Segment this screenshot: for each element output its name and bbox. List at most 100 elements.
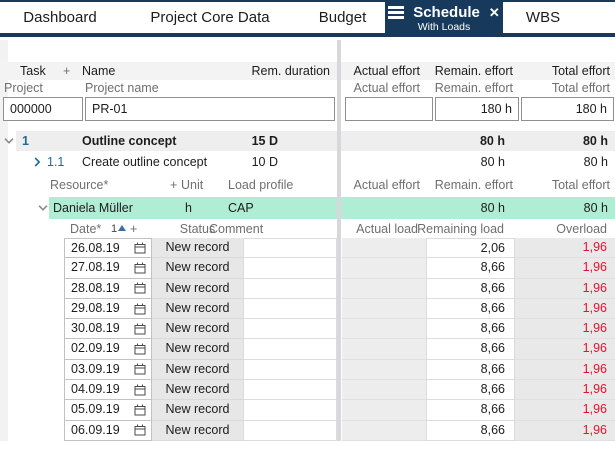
resource-unit: h: [185, 201, 192, 215]
comment-cell[interactable]: [243, 420, 337, 441]
task-name[interactable]: Create outline concept: [82, 154, 208, 169]
date-cell[interactable]: 26.08.19: [64, 238, 152, 259]
comment-cell[interactable]: [243, 400, 337, 421]
calendar-icon[interactable]: [134, 363, 146, 375]
comment-cell[interactable]: [243, 380, 337, 401]
col-project-name: Project name: [85, 81, 159, 95]
status-cell[interactable]: New record: [152, 359, 243, 381]
project-id-field[interactable]: 000000: [3, 97, 83, 121]
tab-project-core-data[interactable]: Project Core Data: [120, 2, 300, 33]
remaining-load-cell[interactable]: 8,66: [426, 339, 515, 360]
sort-order-number[interactable]: 1: [111, 222, 118, 235]
status-cell[interactable]: New record: [152, 258, 243, 279]
remaining-load-cell[interactable]: 8,66: [426, 420, 515, 441]
status-cell[interactable]: New record: [152, 278, 243, 299]
status-cell[interactable]: New record: [152, 420, 243, 441]
date-cell[interactable]: 02.09.19: [64, 339, 152, 360]
calendar-icon[interactable]: [134, 343, 146, 355]
chevron-down-icon[interactable]: [4, 138, 14, 145]
project-total-effort-field[interactable]: 180 h: [521, 97, 614, 121]
remaining-load-cell[interactable]: 8,66: [426, 258, 515, 279]
add-load-column-icon[interactable]: +: [130, 221, 138, 236]
date-cell[interactable]: 03.09.19: [64, 359, 152, 381]
calendar-icon[interactable]: [134, 262, 146, 274]
comment-cell[interactable]: [243, 278, 337, 299]
resource-name[interactable]: Daniela Müller: [53, 201, 133, 215]
task-row-1[interactable]: 1 Outline concept 15 D 80 h 80 h: [0, 131, 615, 151]
status-cell[interactable]: New record: [152, 238, 243, 259]
pane-divider[interactable]: [337, 40, 341, 441]
project-actual-effort-field[interactable]: [345, 97, 433, 121]
status-cell[interactable]: New record: [152, 380, 243, 401]
actual-load-cell: [342, 298, 426, 320]
date-cell[interactable]: 27.08.19: [64, 258, 152, 279]
actual-load-cell: [342, 359, 426, 381]
calendar-icon[interactable]: [134, 242, 146, 254]
col-overload: Overload: [556, 221, 607, 236]
col-name: Name: [82, 64, 116, 78]
status-cell[interactable]: New record: [152, 339, 243, 360]
project-remain-effort-field[interactable]: 180 h: [435, 97, 519, 121]
chevron-down-icon[interactable]: [38, 205, 48, 212]
task-table-header: Task + Name Rem. duration Actual effort …: [0, 62, 615, 80]
date-cell[interactable]: 29.08.19: [64, 298, 152, 320]
resource-row[interactable]: Daniela Müller h CAP 80 h 80 h: [0, 197, 615, 219]
calendar-icon[interactable]: [134, 404, 146, 416]
date-cell[interactable]: 04.09.19: [64, 380, 152, 401]
add-resource-column-icon[interactable]: +: [170, 178, 178, 192]
calendar-icon[interactable]: [134, 323, 146, 335]
remaining-load-cell[interactable]: 8,66: [426, 359, 515, 381]
close-icon[interactable]: ✕: [488, 5, 500, 20]
load-row: 04.09.19 New record 8,66 1,96: [0, 380, 615, 401]
status-cell[interactable]: New record: [152, 400, 243, 421]
comment-cell[interactable]: [243, 359, 337, 381]
remaining-load-cell[interactable]: 8,66: [426, 298, 515, 320]
col-remaining-load: Remaining load: [417, 221, 504, 236]
status-cell[interactable]: New record: [152, 319, 243, 340]
comment-cell[interactable]: [243, 339, 337, 360]
comment-cell[interactable]: [243, 258, 337, 279]
calendar-icon[interactable]: [134, 303, 146, 315]
date-cell[interactable]: 05.09.19: [64, 400, 152, 421]
tab-budget[interactable]: Budget: [300, 2, 385, 33]
left-margin-strip: [0, 40, 8, 441]
project-name-field[interactable]: PR-01: [85, 97, 335, 121]
task-name[interactable]: Outline concept: [82, 134, 177, 148]
col-resource: Resource*: [50, 178, 109, 192]
date-value: 26.08.19: [71, 241, 120, 255]
remaining-load-cell[interactable]: 8,66: [426, 380, 515, 401]
tab-wbs[interactable]: WBS: [503, 2, 583, 33]
task-number[interactable]: 1: [22, 134, 29, 148]
menu-icon[interactable]: [388, 6, 405, 19]
add-column-icon[interactable]: +: [63, 64, 71, 78]
status-cell[interactable]: New record: [152, 298, 243, 320]
calendar-icon[interactable]: [134, 424, 146, 436]
tab-schedule[interactable]: Schedule ✕ With Loads: [385, 0, 503, 37]
comment-cell[interactable]: [243, 319, 337, 340]
calendar-icon[interactable]: [134, 282, 146, 294]
comment-cell[interactable]: [243, 238, 337, 259]
tab-dashboard[interactable]: Dashboard: [0, 2, 120, 33]
calendar-icon[interactable]: [134, 384, 146, 396]
task-row-1-1[interactable]: 1.1 Create outline concept 10 D 80 h 80 …: [0, 151, 615, 172]
remaining-load-cell[interactable]: 2,06: [426, 238, 515, 259]
remaining-load-cell[interactable]: 8,66: [426, 319, 515, 340]
overload-cell: 1,96: [515, 380, 615, 401]
date-cell[interactable]: 30.08.19: [64, 319, 152, 340]
comment-cell[interactable]: [243, 298, 337, 320]
remaining-load-cell[interactable]: 8,66: [426, 278, 515, 299]
load-row: 02.09.19 New record 8,66 1,96: [0, 339, 615, 360]
load-row: 29.08.19 New record 8,66 1,96: [0, 298, 615, 320]
task-number[interactable]: 1.1: [47, 154, 65, 169]
date-cell[interactable]: 06.09.19: [64, 420, 152, 441]
chevron-right-icon[interactable]: [34, 156, 41, 167]
actual-load-cell: [342, 319, 426, 340]
sort-ascending-icon[interactable]: [118, 225, 126, 231]
remaining-load-cell[interactable]: 8,66: [426, 400, 515, 421]
overload-cell: 1,96: [515, 319, 615, 340]
actual-load-cell: [342, 339, 426, 360]
date-cell[interactable]: 28.08.19: [64, 278, 152, 299]
col-actual-effort3: Actual effort: [353, 178, 420, 192]
date-value: 06.09.19: [71, 422, 120, 437]
